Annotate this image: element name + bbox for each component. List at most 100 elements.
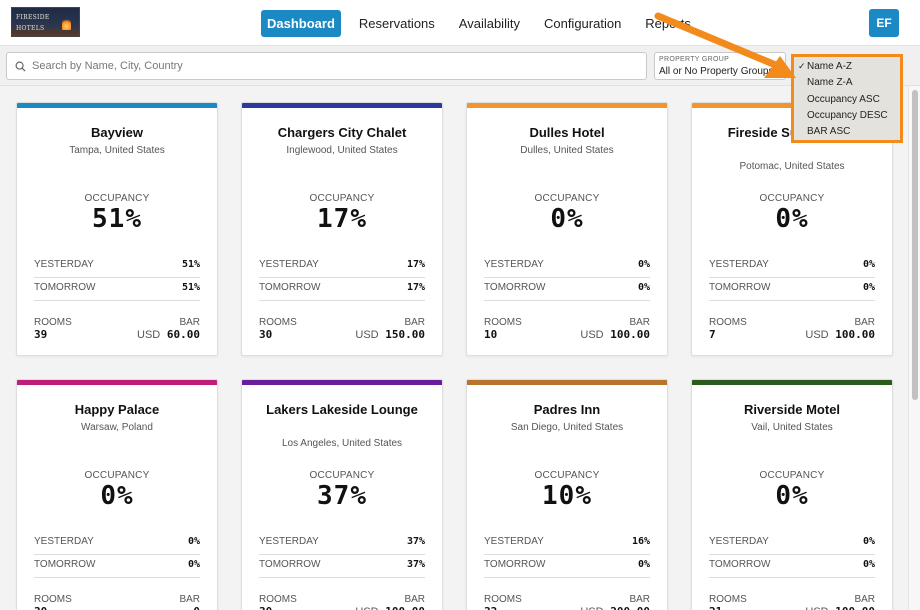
- tomorrow-value: 0%: [862, 559, 875, 570]
- tomorrow-label: TOMORROW: [484, 282, 546, 293]
- sort-option-occupancy-asc[interactable]: Occupancy ASC: [807, 94, 880, 105]
- property-name[interactable]: Lakers Lakeside Lounge: [266, 402, 418, 417]
- yesterday-value: 0%: [187, 536, 200, 547]
- user-avatar[interactable]: EF: [869, 9, 899, 37]
- bar-value: USD 100.00: [355, 605, 425, 610]
- sort-option-name-za[interactable]: Name Z-A: [807, 77, 853, 88]
- tomorrow-label: TOMORROW: [709, 559, 771, 570]
- tomorrow-label: TOMORROW: [259, 282, 321, 293]
- occupancy-value: 10%: [542, 481, 592, 511]
- bar-label: BAR: [854, 594, 875, 605]
- occupancy-label: OCCUPANCY: [534, 470, 600, 481]
- property-name[interactable]: Bayview: [90, 125, 144, 140]
- property-name[interactable]: Padres Inn: [533, 402, 601, 417]
- property-color-stripe: [17, 380, 217, 385]
- tomorrow-label: TOMORROW: [709, 282, 771, 293]
- property-card[interactable]: Bayview Tampa, United States OCCUPANCY 51% Y…: [16, 102, 218, 356]
- property-name[interactable]: Chargers City Chalet: [277, 125, 407, 140]
- bar-value: USD 60.00: [137, 328, 200, 341]
- yesterday-row: YESTERDAY 51%: [34, 256, 200, 278]
- nav-configuration[interactable]: Configuration: [543, 15, 622, 31]
- tomorrow-row: TOMORROW 0%: [484, 279, 650, 301]
- property-name[interactable]: Dulles Hotel: [529, 125, 605, 140]
- yesterday-label: YESTERDAY: [34, 536, 94, 547]
- nav-dashboard[interactable]: Dashboard: [261, 9, 341, 37]
- tomorrow-label: TOMORROW: [484, 559, 546, 570]
- occupancy-value: 51%: [92, 204, 142, 234]
- tomorrow-value: 0%: [637, 282, 650, 293]
- tomorrow-value: 51%: [181, 282, 200, 293]
- yesterday-row: YESTERDAY 0%: [484, 256, 650, 278]
- bar-value: USD 100.00: [580, 328, 650, 341]
- nav-availability[interactable]: Availability: [458, 15, 520, 31]
- property-card[interactable]: Dulles Hotel Dulles, United States OCCUPAN…: [466, 102, 668, 356]
- yesterday-value: 0%: [637, 259, 650, 270]
- yesterday-value: 0%: [862, 536, 875, 547]
- property-color-stripe: [242, 103, 442, 108]
- yesterday-value: 51%: [181, 259, 200, 270]
- property-name[interactable]: Happy Palace: [74, 402, 160, 417]
- nav-reservations[interactable]: Reservations: [358, 15, 435, 31]
- property-location: Tampa, United States: [69, 145, 165, 156]
- property-card[interactable]: Lakers Lakeside Lounge Los Angeles, Unite…: [241, 379, 443, 610]
- tomorrow-row: TOMORROW 0%: [484, 556, 650, 578]
- occupancy-label: OCCUPANCY: [84, 470, 150, 481]
- property-card[interactable]: Chargers City Chalet Inglewood, United St…: [241, 102, 443, 356]
- occupancy-label: OCCUPANCY: [759, 193, 825, 204]
- sort-option-name-az[interactable]: ✓ Name A-Z: [798, 61, 852, 72]
- property-color-stripe: [467, 380, 667, 385]
- property-name[interactable]: Riverside Motel: [743, 402, 841, 417]
- yesterday-row: YESTERDAY 17%: [259, 256, 425, 278]
- bar-amount: 200.00: [610, 605, 650, 610]
- bar-currency: USD: [805, 329, 829, 341]
- sort-option-bar-asc[interactable]: BAR ASC: [807, 126, 851, 137]
- search-input[interactable]: [32, 60, 632, 72]
- yesterday-label: YESTERDAY: [484, 536, 544, 547]
- fireside-hotels-logo[interactable]: FIRESIDE HOTELS: [11, 7, 80, 37]
- tomorrow-value: 0%: [862, 282, 875, 293]
- scrollbar-thumb[interactable]: [912, 90, 918, 400]
- rooms-label: ROOMS: [259, 317, 297, 328]
- search-box[interactable]: [6, 52, 647, 80]
- yesterday-value: 17%: [406, 259, 425, 270]
- property-location: Dulles, United States: [520, 145, 614, 156]
- property-location: Warsaw, Poland: [81, 422, 153, 433]
- sort-option-occupancy-desc[interactable]: Occupancy DESC: [807, 110, 888, 121]
- rooms-label: ROOMS: [259, 594, 297, 605]
- property-color-stripe: [242, 380, 442, 385]
- property-card[interactable]: Riverside Motel Vail, United States OCCUPA…: [691, 379, 893, 610]
- tomorrow-value: 17%: [406, 282, 425, 293]
- yesterday-label: YESTERDAY: [259, 259, 319, 270]
- rooms-label: ROOMS: [484, 317, 522, 328]
- search-icon: [15, 61, 26, 72]
- property-card[interactable]: Padres Inn San Diego, United States OCCUPA…: [466, 379, 668, 610]
- rooms-label: ROOMS: [709, 594, 747, 605]
- occupancy-value: 17%: [317, 204, 367, 234]
- sort-dropdown-menu[interactable]: ✓ Name A-Z Name Z-A Occupancy ASC Occupa…: [791, 54, 903, 143]
- property-location: Inglewood, United States: [286, 145, 398, 156]
- tomorrow-row: TOMORROW 37%: [259, 556, 425, 578]
- occupancy-value: 37%: [317, 481, 367, 511]
- property-location: San Diego, United States: [510, 422, 624, 433]
- occupancy-value: 0%: [550, 204, 584, 234]
- yesterday-row: YESTERDAY 0%: [34, 533, 200, 555]
- property-group-select[interactable]: PROPERTY GROUP All or No Property Groups…: [654, 52, 786, 80]
- bar-amount: 100.00: [835, 605, 875, 610]
- yesterday-row: YESTERDAY 0%: [709, 256, 875, 278]
- bar-value: USD 100.00: [805, 328, 875, 341]
- property-card[interactable]: Happy Palace Warsaw, Poland OCCUPANCY 0% YES…: [16, 379, 218, 610]
- main-nav: Dashboard Reservations Availability Conf…: [261, 9, 697, 37]
- property-card[interactable]: Fireside Suites HotelPotomac, United Sta…: [691, 102, 893, 356]
- yesterday-label: YESTERDAY: [709, 259, 769, 270]
- yesterday-row: YESTERDAY 16%: [484, 533, 650, 555]
- rooms-value: 30: [34, 605, 47, 610]
- bar-amount: 60.00: [166, 328, 200, 341]
- page-scrollbar[interactable]: [908, 86, 920, 610]
- filter-bar: PROPERTY GROUP All or No Property Groups…: [0, 46, 920, 86]
- bar-currency: USD: [355, 329, 379, 341]
- rooms-label: ROOMS: [484, 594, 522, 605]
- tomorrow-row: TOMORROW 17%: [259, 279, 425, 301]
- rooms-value: 30: [259, 605, 272, 610]
- property-group-value: All or No Property Groups: [659, 66, 774, 77]
- occupancy-value: 0%: [775, 481, 809, 511]
